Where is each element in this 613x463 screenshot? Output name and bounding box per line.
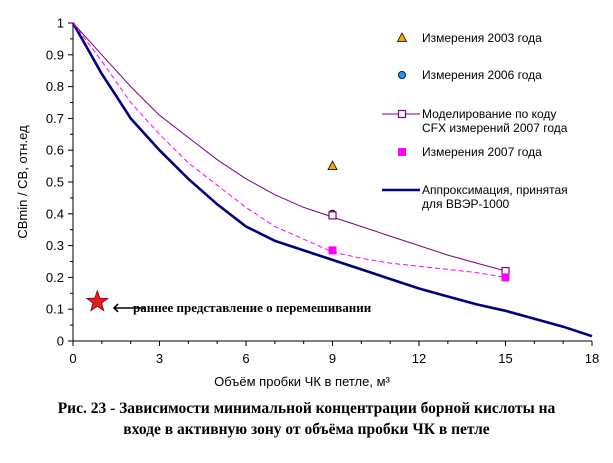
legend-marker-m2003 [396, 32, 408, 42]
x-tick-label: 15 [498, 351, 512, 366]
x-axis-title: Объём пробки ЧК в петле, м³ [214, 374, 390, 389]
series-line-m2007 [72, 22, 506, 278]
x-tick-label: 12 [412, 351, 426, 366]
legend-label-approx: Аппроксимация, принятая [422, 183, 568, 197]
x-tick-label: 0 [69, 351, 76, 366]
y-tick-label: 0.8 [46, 79, 64, 94]
series-line-approx [71, 22, 593, 338]
y-tick-label: 0.3 [46, 238, 64, 253]
x-tick-label: 9 [329, 351, 336, 366]
y-tick-label: 0.2 [46, 270, 64, 285]
legend: Измерения 2003 года Измерения 2006 года Мо… [382, 31, 568, 211]
y-tick-label: 0.5 [46, 175, 64, 190]
chart: 00.10.20.30.40.50.60.70.80.910 3 6 9 12 15 18 … [15, 16, 599, 390]
y-tick-label: 0.9 [46, 47, 64, 62]
legend-marker-m2006 [397, 71, 406, 80]
caption-line-2: входе в активную зону от объёма пробки Ч… [123, 421, 490, 438]
star-icon [85, 289, 109, 312]
note-background [108, 296, 432, 318]
caption-line-1: Рис. 23 - Зависимости минимальной концен… [57, 400, 556, 417]
point-m2007 [328, 246, 337, 255]
x-tick-label: 18 [585, 351, 599, 366]
legend-label-m2006: Измерения 2006 года [422, 68, 542, 82]
x-tick-label: 6 [242, 351, 249, 366]
figure-caption: Рис. 23 - Зависимости минимальной концен… [0, 398, 613, 440]
y-tick-label: 0 [57, 334, 64, 349]
point-m2007 [501, 273, 510, 282]
note-text: раннее представление о перемешивании [133, 300, 372, 315]
note-arrow: 🡐 [112, 300, 147, 315]
legend-label2-approx: для ВВЭР-1000 [422, 197, 509, 211]
plot-area: 0 0.1 0.2 0.3 0.4 0.5 0.6 0.7 0.8 0.9 1 0 3 6 9 12 15 18 [46, 16, 599, 367]
y-tick-label: 0.1 [46, 302, 64, 317]
point-cfx [328, 211, 337, 220]
legend-label-m2003: Измерения 2003 года [422, 31, 542, 45]
y-tick-label: 0.7 [46, 111, 64, 126]
legend-label-cfx: Моделирование по коду [422, 107, 556, 121]
legend-label-m2007: Измерения 2007 года [422, 145, 542, 159]
legend-label2-cfx: CFX измерений 2007 года [422, 121, 568, 135]
y-tick-label: 0.6 [46, 143, 64, 158]
point-m2003 [327, 160, 338, 171]
y-tick-label: 0.4 [46, 206, 64, 221]
legend-marker-m2007 [398, 148, 406, 156]
legend-marker-cfx [397, 109, 407, 119]
x-tick-label: 3 [156, 351, 163, 366]
y-axis-title: СBmin / СB, отн.ед [15, 125, 30, 239]
series-line-cfx [72, 22, 506, 272]
y-tick-label: 1 [57, 16, 64, 31]
